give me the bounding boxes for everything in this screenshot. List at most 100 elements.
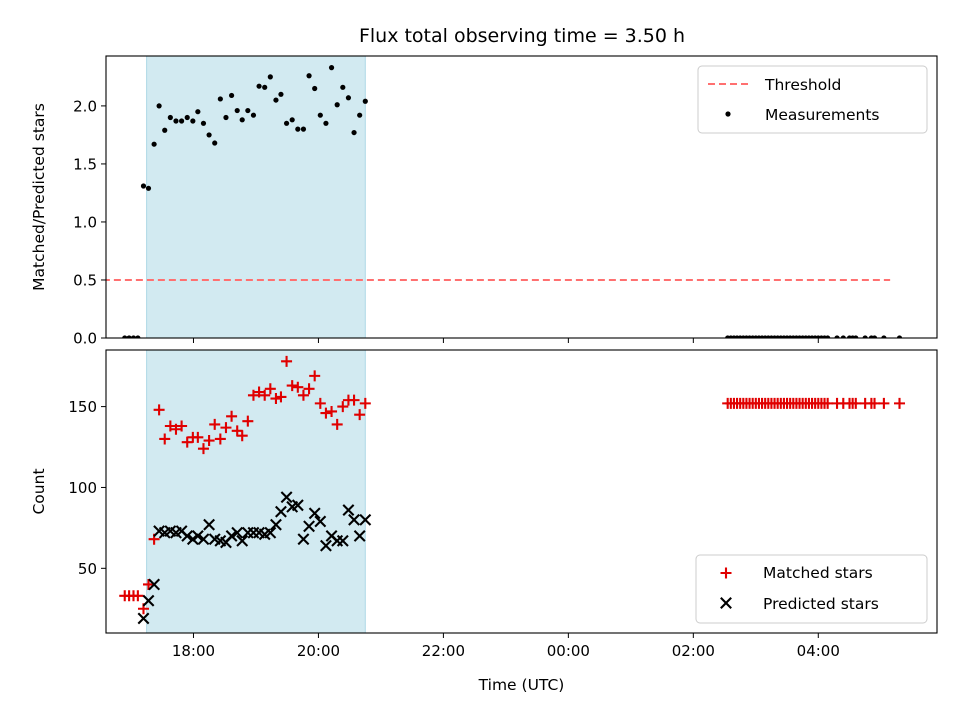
matched-star-point	[286, 380, 298, 392]
predicted-star-point	[191, 530, 204, 542]
measurement-point	[295, 126, 301, 132]
legend-measurements-swatch	[725, 111, 731, 117]
x-tick-label: 20:00	[297, 642, 340, 660]
measurement-point	[173, 118, 179, 124]
measurement-point	[340, 84, 346, 90]
matched-star-point	[231, 425, 243, 437]
y-tick-label: 0.0	[73, 330, 97, 348]
legend-predicted-swatch	[720, 597, 732, 609]
measurement-point	[130, 335, 137, 338]
matched-star-point	[281, 355, 293, 367]
measurement-point	[239, 117, 245, 123]
top-panel: 0.0 0.5 1.0 1.5 2.0 Matched/Predicted stars Th…	[30, 55, 938, 348]
matched-star-point	[203, 435, 215, 447]
matched-star-point	[314, 397, 326, 409]
bottom-panel: 18:00 20:00 22:00 00:00 02:00 04:00 50 100 150 Co…	[30, 349, 938, 694]
matched-star-point	[320, 407, 332, 419]
measurement-point	[206, 132, 212, 138]
matched-star-point	[894, 397, 906, 409]
matched-star-point	[181, 436, 193, 448]
matched-star-point	[253, 386, 265, 398]
predicted-star-point	[148, 578, 161, 591]
y-tick-label: 2.0	[73, 97, 97, 115]
measurement-point	[156, 103, 162, 109]
measurement-point	[140, 183, 147, 189]
matched-star-point	[354, 409, 366, 421]
measurement-point	[312, 85, 318, 92]
predicted-star-point	[137, 612, 150, 625]
matched-star-point	[226, 410, 238, 422]
predicted-star-point	[353, 530, 366, 542]
predicted-star-point	[319, 539, 332, 552]
legend-threshold-label: Threshold	[764, 76, 841, 94]
predicted-star-point	[342, 504, 355, 517]
x-tick-label: 22:00	[422, 642, 465, 660]
predicted-star-point	[314, 515, 327, 528]
measurement-point	[825, 335, 831, 338]
measurement-point	[362, 98, 368, 104]
predicted-star-point	[359, 513, 372, 526]
y-tick-label: 150	[68, 398, 97, 416]
measurement-point	[317, 112, 323, 118]
measurement-point	[345, 95, 352, 101]
y-axis-label: Count	[30, 468, 48, 514]
y-tick-label: 1.5	[73, 155, 97, 173]
measurement-point	[862, 335, 868, 338]
predicted-star-point	[203, 518, 216, 531]
measurement-point	[200, 120, 207, 126]
matched-star-point	[153, 404, 165, 416]
matched-star-point	[236, 430, 248, 442]
measurement-point	[162, 127, 168, 133]
measurement-point	[145, 185, 152, 191]
matched-star-point	[348, 394, 360, 406]
axes-frame	[105, 55, 938, 339]
matched-star-point	[176, 420, 188, 432]
measurement-point	[896, 335, 903, 338]
measurement-point	[122, 335, 128, 338]
matched-star-point	[292, 381, 304, 393]
matched-star-point	[192, 431, 204, 443]
measurement-point	[328, 65, 335, 71]
legend-measurements-label: Measurements	[765, 106, 880, 124]
legend-matched-label: Matched stars	[763, 564, 873, 582]
matched-star-point	[159, 433, 171, 445]
predicted-star-point	[303, 520, 316, 533]
x-tick-label: 02:00	[672, 642, 715, 660]
measurement-point	[306, 73, 312, 79]
predicted-star-point	[297, 533, 310, 546]
y-tick-label: 1.0	[73, 213, 97, 231]
matched-star-point	[170, 423, 182, 435]
matched-star-point	[220, 422, 232, 434]
x-tick-label: 00:00	[547, 642, 590, 660]
predicted-star-point	[348, 513, 360, 526]
y-tick-label: 50	[78, 560, 97, 578]
legend-box	[697, 65, 928, 134]
measurement-point	[151, 141, 157, 147]
measurement-point	[223, 114, 229, 121]
matched-star-point	[878, 397, 890, 409]
measurement-point	[250, 112, 257, 118]
predicted-star-point	[142, 594, 155, 607]
legend-predicted-label: Predicted stars	[763, 595, 879, 613]
observing-window-shade	[146, 349, 366, 634]
measurement-point	[300, 126, 307, 132]
measurement-point	[267, 74, 273, 80]
predicted-star-point	[275, 505, 287, 518]
y-tick-label: 100	[68, 479, 97, 497]
measurement-point	[834, 335, 840, 338]
measurement-point	[167, 114, 173, 121]
matched-star-point	[326, 405, 338, 417]
measurement-point	[334, 102, 340, 108]
measurement-point	[273, 97, 279, 103]
matched-star-point	[132, 590, 144, 602]
measurement-point	[179, 118, 185, 124]
measurement-point	[228, 92, 235, 99]
matched-star-point	[331, 418, 343, 430]
observing-window-shade	[146, 55, 366, 339]
matched-star-point	[337, 401, 349, 413]
matched-star-point	[309, 370, 321, 382]
matched-star-point	[270, 393, 282, 405]
measurement-point	[262, 84, 268, 90]
predicted-star-point	[231, 526, 244, 539]
